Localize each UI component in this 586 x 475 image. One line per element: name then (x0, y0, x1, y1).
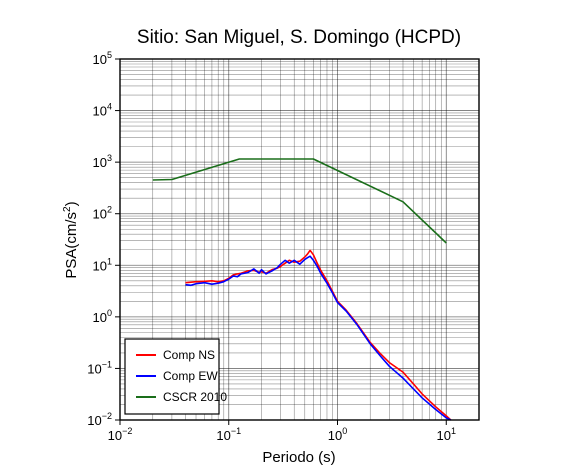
y-tick-label: 105 (93, 50, 112, 67)
y-tick-label: 102 (93, 205, 112, 222)
x-tick-label: 10−2 (108, 426, 133, 443)
series-line-cscr-2010 (152, 158, 447, 244)
y-tick-label: 10−2 (87, 411, 112, 428)
legend: Comp NS Comp EW CSCR 2010 (124, 338, 227, 415)
x-tick-labels: 10−2 10−1 100 101 (108, 420, 456, 443)
y-tick-label: 103 (93, 153, 112, 170)
series-layer (152, 158, 452, 421)
y-axis-label: PSA(cm/s2) (62, 201, 80, 278)
y-tick-label: 10−1 (87, 359, 112, 376)
legend-label-cscr: CSCR 2010 (163, 390, 227, 404)
legend-label-ns: Comp NS (163, 348, 215, 362)
plot-frame (119, 58, 480, 421)
grid (119, 58, 480, 421)
chart-title: Sitio: San Miguel, S. Domingo (HCPD) (137, 27, 461, 48)
legend-label-ew: Comp EW (163, 369, 218, 383)
x-tick-label: 10−1 (216, 426, 241, 443)
x-axis-label: Periodo (s) (262, 449, 335, 466)
y-tick-label: 104 (93, 102, 112, 119)
y-tick-label: 101 (93, 256, 112, 273)
y-tick-label: 100 (93, 308, 112, 325)
x-tick-label: 101 (437, 426, 456, 443)
x-tick-label: 100 (328, 426, 347, 443)
series-line-comp-ew (185, 255, 452, 421)
y-tick-labels: 10−2 10−1 100 101 102 103 104 105 (87, 50, 120, 428)
